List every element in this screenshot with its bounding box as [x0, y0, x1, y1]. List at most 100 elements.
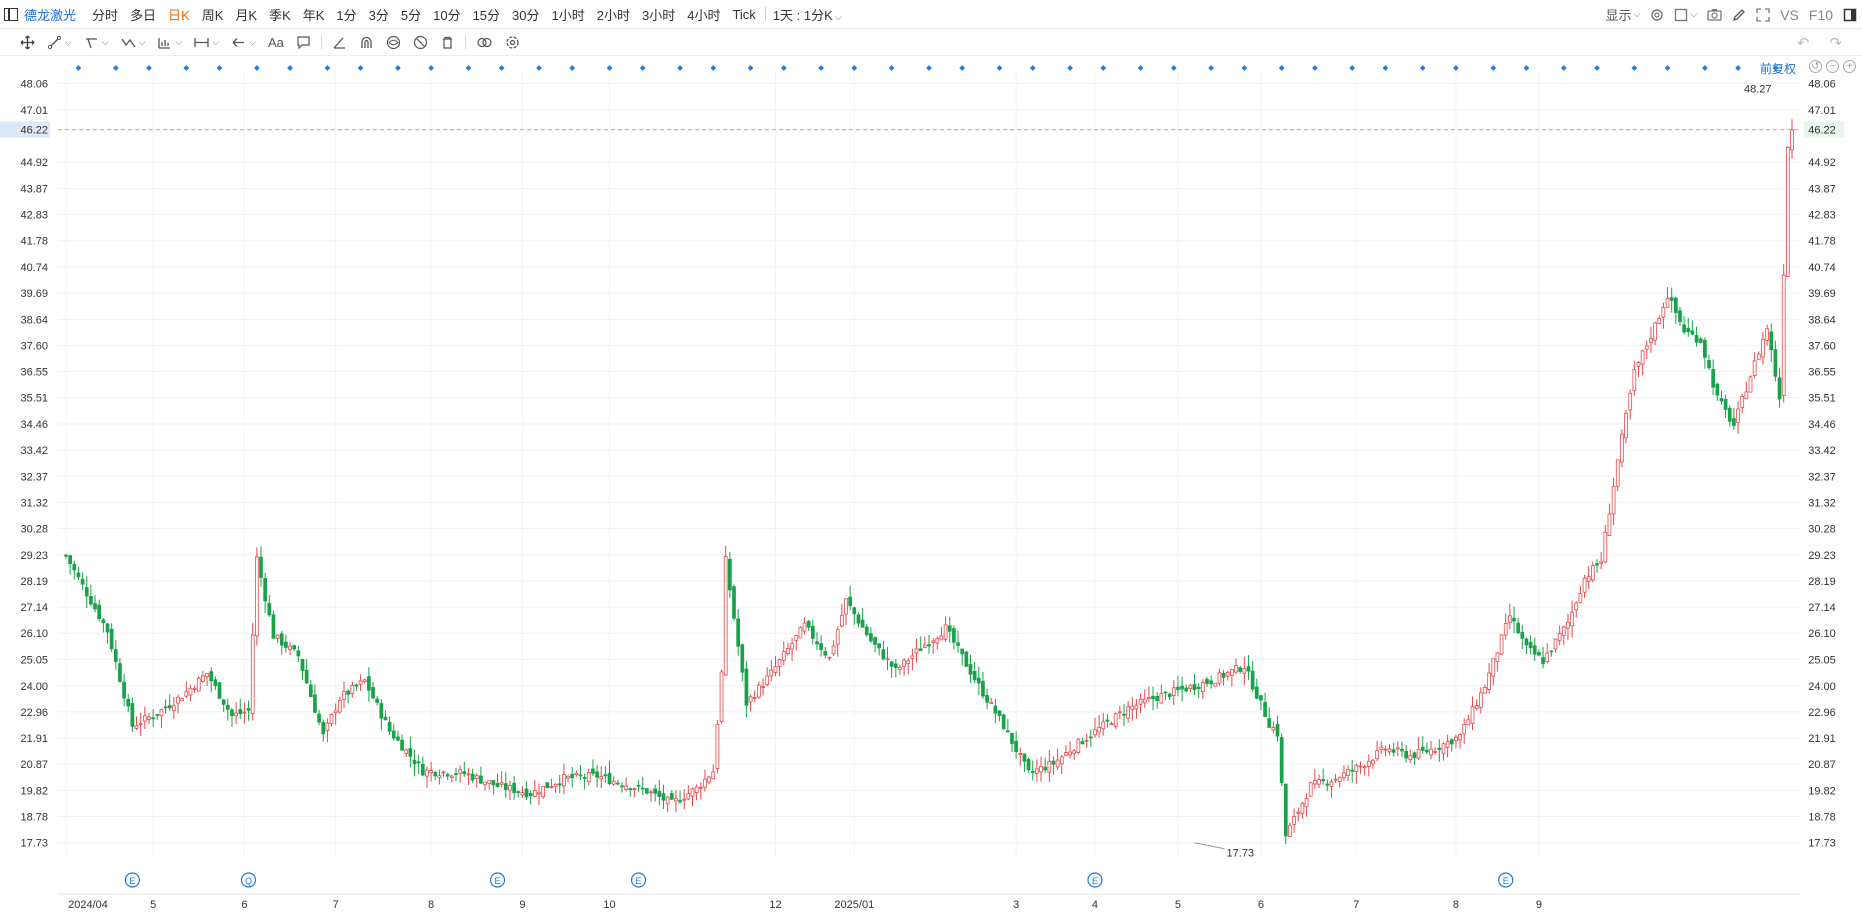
wave-icon[interactable]: ⌵ [121, 35, 145, 50]
undo-redo: ↶ ↷ [1787, 29, 1852, 56]
candle-body [296, 650, 301, 657]
candle-body [1350, 769, 1355, 772]
event-dot [254, 65, 260, 71]
candle-body [1313, 780, 1317, 785]
candle-body [1590, 565, 1595, 581]
channel-icon[interactable]: ⌵ [84, 35, 109, 50]
layout-icon[interactable]: ⌵ [1674, 8, 1697, 22]
y-tick-label: 30.28 [20, 524, 48, 536]
fullscreen-icon[interactable] [1756, 7, 1770, 22]
candle-body [1234, 665, 1238, 673]
pen-icon[interactable] [1732, 8, 1746, 22]
candle-body [1142, 698, 1147, 704]
candle-body [1727, 407, 1732, 422]
period-tab[interactable]: 1小时 [551, 7, 585, 23]
event-dot [1312, 65, 1318, 71]
period-tab[interactable]: 季K [269, 7, 291, 23]
magnet-icon[interactable] [359, 35, 374, 50]
y-tick-label: 25.05 [1808, 655, 1836, 667]
event-dot [1560, 65, 1567, 71]
candle-body [225, 704, 230, 710]
event-marker-icon [630, 872, 647, 888]
candle-body [163, 706, 168, 709]
candle-body [906, 660, 911, 664]
event-dot [1100, 65, 1107, 71]
move-icon[interactable] [20, 35, 35, 50]
f10-button[interactable]: F10 [1808, 6, 1833, 23]
period-tab[interactable]: 10分 [433, 7, 461, 23]
candle-body [997, 710, 1002, 716]
candle-body [1644, 345, 1649, 350]
event-marker-icon [489, 872, 506, 888]
period-tab[interactable]: 月K [235, 7, 258, 23]
indicator-icon[interactable]: ⌵ [157, 35, 182, 50]
period-tab[interactable]: 4小时 [687, 7, 721, 23]
candle-body [288, 645, 292, 651]
candle-body [707, 776, 711, 783]
y-tick-label: 18.78 [1808, 811, 1836, 823]
trendline-icon[interactable]: ⌵ [47, 35, 72, 50]
gear-icon[interactable] [505, 35, 520, 50]
event-dot [1278, 65, 1285, 71]
period-tab[interactable]: Tick [732, 6, 756, 22]
zoom-out-icon[interactable]: − [1826, 60, 1839, 73]
undo-icon[interactable]: ↶ [1796, 34, 1810, 52]
period-tab[interactable]: 15分 [472, 7, 501, 23]
period-tab[interactable]: 日K [168, 7, 190, 23]
candle-body [1288, 825, 1292, 837]
panel-toggle-icon[interactable] [1843, 8, 1857, 22]
candle-body [972, 671, 977, 681]
reset-icon[interactable]: ↺ [1809, 60, 1822, 73]
period-tab[interactable]: 1分 [336, 7, 357, 23]
candle-body [586, 772, 591, 782]
vs-button[interactable]: VS [1780, 6, 1799, 23]
candle-body [1420, 746, 1425, 751]
candle-body [653, 788, 658, 794]
candle-body [835, 629, 840, 645]
candle-body [1366, 760, 1371, 767]
period-tab[interactable]: 2小时 [596, 7, 630, 23]
period-tab[interactable]: 5分 [400, 7, 422, 23]
y-tick-label: 29.23 [20, 550, 48, 562]
candle-body [1487, 672, 1491, 690]
price-adjust-toggle[interactable]: 前复权 [1759, 62, 1796, 76]
camera-icon[interactable] [1707, 8, 1722, 21]
period-tab[interactable]: 多日 [130, 7, 157, 23]
angle-icon[interactable] [332, 35, 347, 50]
eye-icon[interactable] [386, 35, 401, 50]
link-icon[interactable] [476, 35, 493, 50]
trash-icon[interactable] [440, 35, 455, 50]
period-tab[interactable]: 分时 [92, 7, 119, 23]
comment-icon[interactable] [296, 35, 311, 50]
period-tab[interactable]: 3分 [368, 7, 389, 23]
event-dot [216, 65, 223, 71]
x-tick-label: 6 [1258, 899, 1264, 911]
kline-chart[interactable]: 48.06 47.01 46.22 44.92 43.87 42.83 41.78 40.74… [0, 56, 1862, 912]
candle-body [844, 598, 848, 615]
settings-icon[interactable] [1650, 8, 1664, 22]
measure-icon[interactable]: ⌵ [194, 35, 219, 50]
candle-body [640, 787, 645, 790]
hide-icon[interactable] [413, 35, 428, 50]
x-tick-label: 3 [1013, 899, 1019, 911]
candle-body [89, 596, 93, 605]
period-tab[interactable]: 周K [201, 7, 224, 23]
sidebar-toggle-icon[interactable] [4, 7, 18, 21]
redo-icon[interactable]: ↷ [1829, 34, 1842, 52]
period-tab[interactable]: 3小时 [641, 7, 676, 23]
display-menu[interactable]: 显示 ⌵ [1606, 5, 1641, 24]
arrow-icon[interactable]: ⌵ [231, 35, 256, 50]
zoom-in-icon[interactable]: + [1843, 60, 1856, 73]
period-tab[interactable]: 30分 [512, 7, 540, 23]
candle-body [1765, 328, 1769, 341]
candle-body [167, 705, 172, 709]
candle-body [1151, 695, 1155, 700]
chevron-down-icon: ⌵ [175, 36, 183, 47]
candle-body [64, 554, 68, 557]
period-tab[interactable]: 年K [302, 7, 325, 23]
stock-name[interactable]: 德龙激光 [24, 7, 77, 23]
candle-body [914, 648, 919, 654]
text-icon[interactable]: Aa [267, 34, 284, 50]
interval-selector[interactable]: 1天 : 1分K ⌵ [769, 5, 846, 24]
